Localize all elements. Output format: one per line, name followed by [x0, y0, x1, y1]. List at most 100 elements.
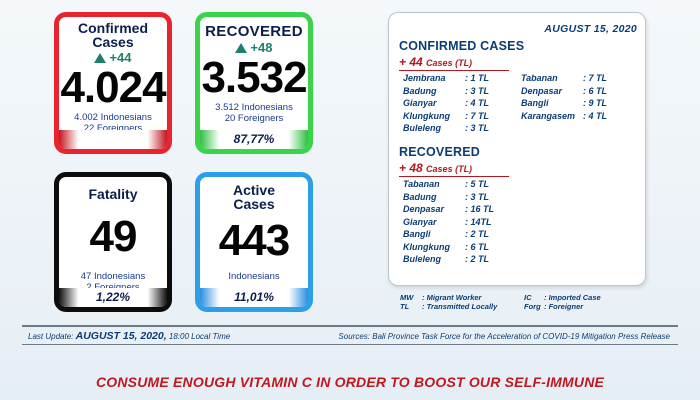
recovered-delta: +48 [200, 40, 308, 55]
recovered-section-count: + 48 Cases (TL) [399, 161, 472, 175]
up-triangle-icon [94, 52, 107, 63]
recovered-percent: 87,77% [200, 130, 308, 149]
region-value: : 3 TL [465, 123, 489, 133]
detail-panel: AUGUST 15, 2020 CONFIRMED CASES + 44 Cas… [388, 12, 646, 286]
confirmed-count-unit: Cases (TL) [426, 58, 473, 68]
last-update-date: AUGUST 15, 2020, [75, 330, 167, 342]
active-card: Active Cases 443 Indonesians 11,01% [195, 172, 313, 312]
region-name: Bangli [403, 229, 431, 239]
last-update: Last Update: AUGUST 15, 2020, 18:00 Loca… [28, 330, 230, 342]
recovered-card: RECOVERED +48 3.532 3.512 Indonesians 20… [195, 12, 313, 154]
confirmed-delta: +44 [59, 50, 167, 65]
region-name: Klungkung [403, 241, 450, 252]
region-value: : 14TL [465, 216, 492, 227]
recovered-total: 3.532 [201, 53, 307, 102]
region-value: : 4 TL [465, 98, 489, 108]
panel-date: AUGUST 15, 2020 [544, 23, 637, 35]
legend-row: MW : Migrant Worker IC : Imported Case [400, 293, 601, 302]
region-name: Gianyar [403, 98, 437, 108]
recovered-regions: Tabanan : 5 TL Badung : 3 TL Denpasar : 16 … [403, 178, 505, 266]
region-value: : 4 TL [583, 110, 607, 121]
abbreviation-legend: MW : Migrant Worker IC : Imported Case T… [400, 293, 601, 311]
confirmed-title: Confirmed Cases [59, 21, 167, 49]
confirmed-foreigners: 22 Foreigners [83, 123, 143, 134]
confirmed-regions-right: Tabanan : 7 TL Denpasar : 6 TL Bangli: 9 T… [521, 72, 623, 122]
active-total: 443 [218, 216, 290, 265]
region-name: Denpasar [403, 204, 445, 214]
region-row: Bangli : 2 TL [403, 228, 505, 241]
region-row: Gianyar : 4 TL [403, 97, 505, 110]
confirmed-bottom-strip [59, 130, 167, 149]
region-value: : 7 TL [465, 110, 489, 121]
active-title-line2: Cases [233, 196, 275, 212]
region-row: Denpasar : 16 TL [403, 203, 505, 216]
legend-definition: : Migrant Worker [422, 293, 482, 302]
confirmed-section-heading: CONFIRMED CASES [399, 39, 525, 53]
recovered-delta-value: +48 [250, 40, 273, 55]
legend-definition: : Imported Case [544, 293, 601, 302]
legend-key: TL [400, 302, 410, 311]
health-slogan: CONSUME ENOUGH VITAMIN C IN ORDER TO BOO… [95, 374, 605, 390]
region-value: : 9 TL [583, 98, 607, 108]
fatality-percent: 1,22% [59, 288, 167, 307]
sources-label: Sources: [338, 332, 370, 341]
legend-key: MW [400, 293, 414, 302]
region-value: : 6 TL [465, 241, 489, 252]
recovered-section-heading: RECOVERED [399, 145, 480, 159]
legend-definition: : Foreigner [544, 302, 584, 311]
confirmed-title-line1: Confirmed [78, 20, 148, 36]
active-percent: 11,01% [200, 288, 308, 307]
last-update-label: Last Update: [28, 332, 74, 341]
region-row: Buleleng : 2 TL [403, 253, 505, 266]
region-row: Bangli: 9 TL [521, 97, 623, 110]
active-title-line1: Active [232, 182, 276, 198]
sources: Sources: Bali Province Task Force for th… [338, 332, 670, 341]
footer-line: Last Update: AUGUST 15, 2020, 18:00 Loca… [24, 330, 678, 342]
confirmed-card: Confirmed Cases +44 4.024 4.002 Indonesi… [54, 12, 172, 154]
region-name: Tabanan [403, 179, 440, 189]
region-row: Klungkung : 6 TL [403, 241, 505, 254]
recovered-section-rule [399, 176, 509, 177]
recovered-count-unit: Cases (TL) [426, 164, 473, 174]
region-value: : 7 TL [583, 73, 607, 83]
region-row: Karangasem : 4 TL [521, 110, 623, 123]
confirmed-title-line2: Cases [92, 34, 134, 50]
region-value: : 1 TL [465, 73, 489, 83]
region-row: Denpasar : 6 TL [521, 85, 623, 98]
region-name: Klungkung [403, 110, 450, 121]
fatality-foreigners: 2 Foreigners [59, 282, 167, 293]
region-value: : 2 TL [465, 229, 489, 239]
confirmed-delta-value: +44 [109, 50, 132, 65]
region-name: Denpasar [521, 85, 563, 96]
region-name: Badung [403, 191, 437, 202]
recovered-title: RECOVERED [205, 23, 303, 40]
sources-text: Bali Province Task Force for the Acceler… [372, 332, 670, 341]
region-name: Jembrana [403, 73, 446, 83]
fatality-card: Fatality 49 47 Indonesians 2 Foreigners … [54, 172, 172, 312]
region-value: : 6 TL [583, 85, 607, 96]
footer-divider-top [22, 325, 678, 327]
region-value: : 16 TL [465, 204, 495, 214]
region-value: : 2 TL [465, 254, 489, 264]
region-value: : 5 TL [465, 179, 489, 189]
region-name: Gianyar [403, 216, 437, 227]
region-row: Klungkung : 7 TL [403, 110, 505, 123]
region-value: : 3 TL [465, 191, 489, 202]
region-name: Karangasem [521, 110, 576, 121]
region-row: Gianyar : 14TL [403, 216, 505, 229]
region-row: Tabanan : 7 TL [521, 72, 623, 85]
legend-definition: : Transmitted Locally [422, 302, 498, 311]
recovered-count-value: + 48 [399, 161, 423, 175]
last-update-time: 18:00 Local Time [168, 332, 231, 341]
region-name: Buleleng [403, 123, 442, 133]
region-name: Buleleng [403, 254, 442, 264]
legend-row: TL : Transmitted Locally Forg : Foreigne… [400, 302, 601, 311]
recovered-indonesians: 3.512 Indonesians [215, 102, 293, 113]
confirmed-indonesians: 4.002 Indonesians [74, 112, 152, 123]
legend-key: Forg [524, 302, 541, 311]
region-row: Badung: 3 TL [403, 85, 505, 98]
region-row: Badung : 3 TL [403, 191, 505, 204]
fatality-title: Fatality [88, 186, 138, 202]
region-row: Buleleng : 3 TL [403, 122, 505, 135]
region-name: Tabanan [521, 73, 558, 83]
